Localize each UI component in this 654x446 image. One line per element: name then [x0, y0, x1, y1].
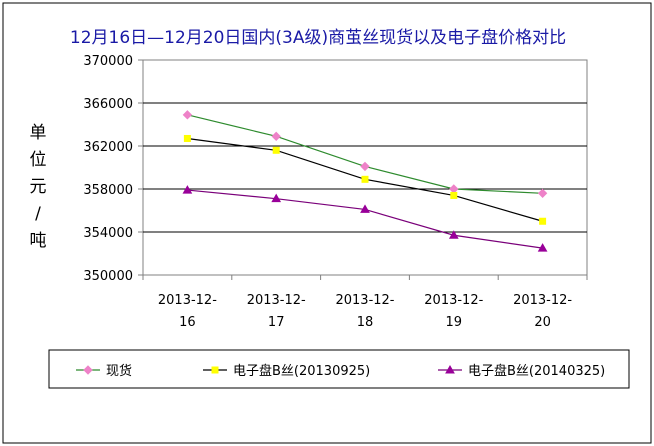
x-tick-labels: 2013-12- 16 2013-12- 17 2013-12- 18 2013-12- 19…	[158, 293, 573, 330]
legend-swatch-marker	[83, 365, 93, 375]
y-tick-label: 354000	[83, 226, 133, 241]
y-axis-label-char: 位	[30, 150, 47, 170]
data-point-series-3	[360, 204, 370, 213]
legend-label: 电子盘B丝(20140325)	[468, 363, 605, 379]
y-tick-label: 350000	[83, 269, 133, 284]
data-point-series-1	[360, 161, 370, 172]
data-point-series-3	[537, 243, 548, 252]
series-lines	[182, 110, 548, 252]
x-tick-label: 19	[446, 315, 463, 330]
y-axis-label-char: /	[35, 204, 41, 224]
legend-box	[48, 349, 630, 389]
data-point-series-2	[272, 146, 280, 154]
y-axis-label-char: 吨	[30, 231, 47, 251]
y-tick-label: 358000	[83, 183, 133, 198]
legend-label: 现货	[106, 363, 132, 379]
data-point-series-2	[361, 175, 369, 183]
legend-swatch-marker	[445, 364, 455, 374]
x-tick-label: 2013-12-	[424, 293, 483, 308]
y-axis-label-char: 元	[30, 177, 47, 197]
chart-title: 12月16日—12月20日国内(3A级)商茧丝现货以及电子盘价格对比	[70, 28, 566, 48]
x-tick-label: 2013-12-	[335, 293, 394, 308]
x-tick-label: 18	[357, 315, 374, 330]
x-tick-label: 20	[534, 315, 551, 330]
gridlines	[142, 102, 588, 280]
x-tick-label: 2013-12-	[158, 293, 217, 308]
data-point-series-1	[537, 188, 548, 199]
y-axis-label-char: 单	[30, 123, 47, 143]
data-point-series-1	[182, 110, 193, 120]
x-tick-label: 17	[268, 315, 285, 330]
data-point-series-2	[183, 134, 191, 142]
legend-swatch-marker	[211, 366, 219, 374]
legend-label: 电子盘B丝(20130925)	[233, 363, 370, 379]
data-point-series-3	[271, 193, 282, 203]
data-point-series-2	[539, 217, 547, 225]
data-point-series-1	[271, 131, 281, 142]
data-point-series-3	[182, 185, 193, 194]
x-tick-label: 2013-12-	[513, 293, 572, 308]
data-point-series-3	[448, 230, 459, 239]
x-tick-label: 16	[179, 315, 196, 330]
x-tick-label: 2013-12-	[247, 293, 306, 308]
data-point-series-2	[450, 191, 458, 199]
y-axis-label: 单位元 / 吨	[30, 123, 47, 251]
y-tick-label: 370000	[83, 54, 133, 69]
y-tick-label: 362000	[83, 140, 133, 155]
legend: 现货 电子盘B丝(20130925) 电子盘B丝(20140325)	[76, 363, 605, 379]
y-tick-labels: 370000 366000 362000 358000 354000 350000	[83, 54, 143, 284]
y-tick-label: 366000	[83, 97, 133, 112]
